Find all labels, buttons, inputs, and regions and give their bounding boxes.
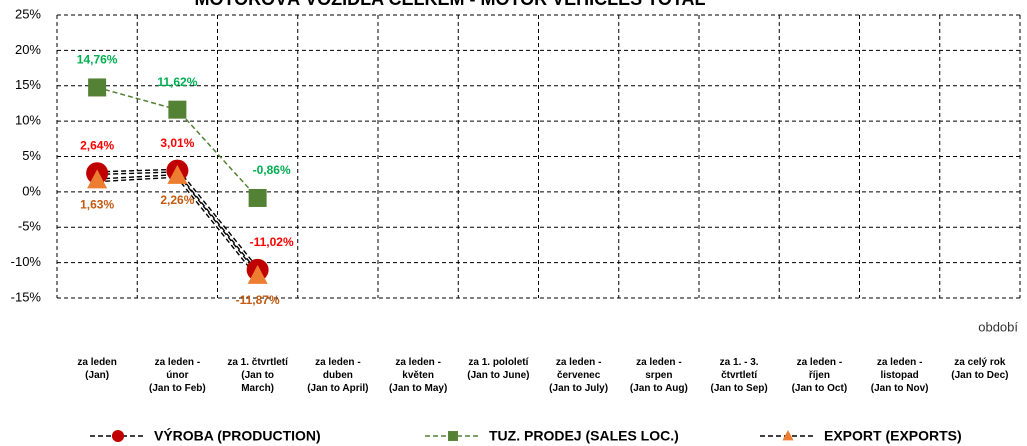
marker [87, 169, 108, 189]
x-tick-label: za leden - duben (Jan to April) [307, 357, 369, 394]
data-label: 2,26% [160, 193, 194, 207]
marker [168, 100, 187, 119]
data-label: -11,87% [236, 293, 280, 307]
x-tick-label: za 1. pololetí (Jan to June) [467, 357, 530, 381]
y-tick-label: 25% [15, 6, 41, 21]
series-line-inner [97, 175, 259, 277]
marker [111, 429, 125, 443]
legend-label: EXPORT (EXPORTS) [824, 428, 962, 444]
y-tick-label: 5% [22, 148, 41, 163]
marker [782, 429, 794, 441]
marker [88, 78, 107, 97]
data-label: 11,62% [157, 75, 197, 89]
x-tick-label: za leden - červenec (Jan to July) [549, 357, 609, 394]
x-tick-label: za leden - květen (Jan to May) [388, 357, 448, 394]
y-tick-label: -15% [11, 289, 42, 304]
data-label: 2,64% [80, 138, 114, 152]
marker [167, 164, 188, 184]
series-line [97, 168, 260, 272]
x-axis-label: období [978, 319, 1018, 334]
y-tick-label: 10% [15, 113, 41, 128]
x-tick-label: za celý rok (Jan to Dec) [951, 357, 1009, 381]
data-label: 1,63% [80, 198, 114, 212]
marker [248, 188, 267, 207]
series-line [97, 173, 260, 278]
y-tick-label: -5% [18, 219, 42, 234]
x-tick-label: za 1. čtvrtletí (Jan to March) [227, 357, 288, 394]
legend-label: VÝROBA (PRODUCTION) [154, 427, 321, 444]
x-tick-label: za leden (Jan) [77, 357, 117, 381]
marker [247, 264, 268, 284]
data-label: 14,76% [77, 53, 118, 67]
data-label: -11,02% [250, 235, 294, 249]
marker [448, 431, 458, 441]
y-tick-label: 20% [15, 42, 41, 57]
y-tick-label: -10% [11, 254, 42, 269]
data-label: 3,01% [160, 136, 194, 150]
x-tick-label: za 1. - 3. čtvrtletí (Jan to Sep) [710, 357, 768, 394]
data-label: -0,86% [253, 163, 291, 177]
x-tick-label: za leden - srpen (Jan to Aug) [629, 357, 688, 394]
x-tick-label: za leden - říjen (Jan to Oct) [791, 357, 848, 394]
y-tick-label: 15% [15, 77, 41, 92]
x-tick-label: za leden - listopad (Jan to Nov) [870, 357, 929, 394]
chart-title: MOTOROVÁ VOZIDLA CELKEM - MOTOR VEHICLES… [194, 0, 705, 9]
y-tick-label: 0% [22, 183, 41, 198]
legend-label: TUZ. PRODEJ (SALES LOC.) [489, 428, 679, 444]
x-tick-label: za leden - únor (Jan to Feb) [149, 357, 206, 394]
series-line-inner [97, 169, 259, 271]
